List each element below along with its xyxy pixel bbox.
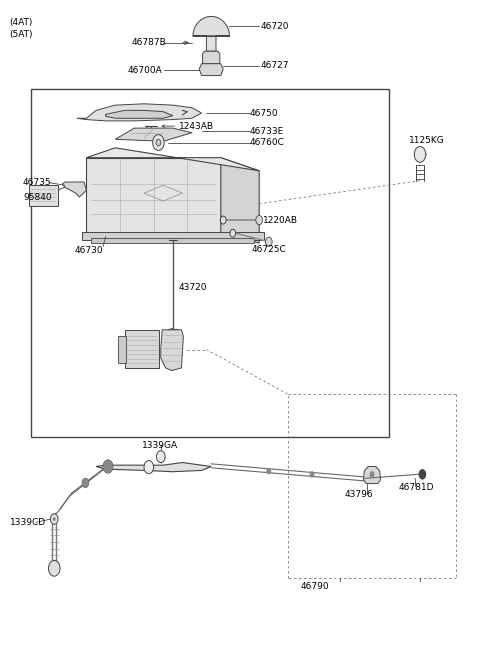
Polygon shape <box>203 51 220 64</box>
Bar <box>31 89 389 437</box>
Text: 46781D: 46781D <box>398 483 434 492</box>
Circle shape <box>50 514 58 524</box>
Circle shape <box>265 237 272 246</box>
Text: 46790: 46790 <box>300 581 329 591</box>
Circle shape <box>310 471 314 478</box>
Text: 46730: 46730 <box>74 246 103 256</box>
Bar <box>82 232 264 240</box>
Polygon shape <box>115 128 192 141</box>
Text: 46725C: 46725C <box>252 245 287 254</box>
Text: 1243AB: 1243AB <box>179 122 214 131</box>
Text: 46720: 46720 <box>260 22 288 31</box>
Polygon shape <box>77 104 202 121</box>
Circle shape <box>266 468 271 474</box>
Text: 46760C: 46760C <box>250 138 285 147</box>
Text: 43720: 43720 <box>179 283 207 292</box>
Polygon shape <box>363 466 381 484</box>
Polygon shape <box>193 16 229 51</box>
Circle shape <box>370 471 374 478</box>
Polygon shape <box>62 182 86 197</box>
Circle shape <box>419 469 426 480</box>
Text: 1339CD: 1339CD <box>10 518 46 527</box>
Bar <box>118 336 126 363</box>
Circle shape <box>144 461 154 474</box>
Circle shape <box>53 517 56 521</box>
Text: (5AT): (5AT) <box>10 30 33 39</box>
Text: 46787B: 46787B <box>132 38 167 47</box>
Circle shape <box>156 139 161 146</box>
Text: 46700A: 46700A <box>127 66 162 75</box>
Text: 43796: 43796 <box>344 489 373 499</box>
Polygon shape <box>86 158 221 233</box>
Circle shape <box>103 460 113 473</box>
Circle shape <box>156 451 165 463</box>
Circle shape <box>256 215 263 225</box>
Polygon shape <box>86 148 259 171</box>
Bar <box>29 185 58 206</box>
Text: 1220AB: 1220AB <box>263 215 298 225</box>
Polygon shape <box>96 463 211 472</box>
Circle shape <box>48 560 60 576</box>
Text: 46733E: 46733E <box>250 127 284 136</box>
Circle shape <box>153 135 164 150</box>
Polygon shape <box>161 330 183 371</box>
Circle shape <box>82 478 89 487</box>
Polygon shape <box>199 64 223 76</box>
Text: 1339GA: 1339GA <box>142 441 178 450</box>
Circle shape <box>414 147 426 162</box>
Text: 46735: 46735 <box>23 178 52 187</box>
Polygon shape <box>221 158 259 243</box>
Bar <box>91 238 254 243</box>
Text: 95840: 95840 <box>23 193 52 202</box>
Text: 1125KG: 1125KG <box>409 135 444 145</box>
Text: (4AT): (4AT) <box>10 18 33 28</box>
Text: 46727: 46727 <box>260 61 288 70</box>
Text: 46750: 46750 <box>250 108 278 118</box>
Circle shape <box>230 229 236 237</box>
Circle shape <box>220 216 226 224</box>
Polygon shape <box>106 110 173 118</box>
Bar <box>125 330 159 368</box>
